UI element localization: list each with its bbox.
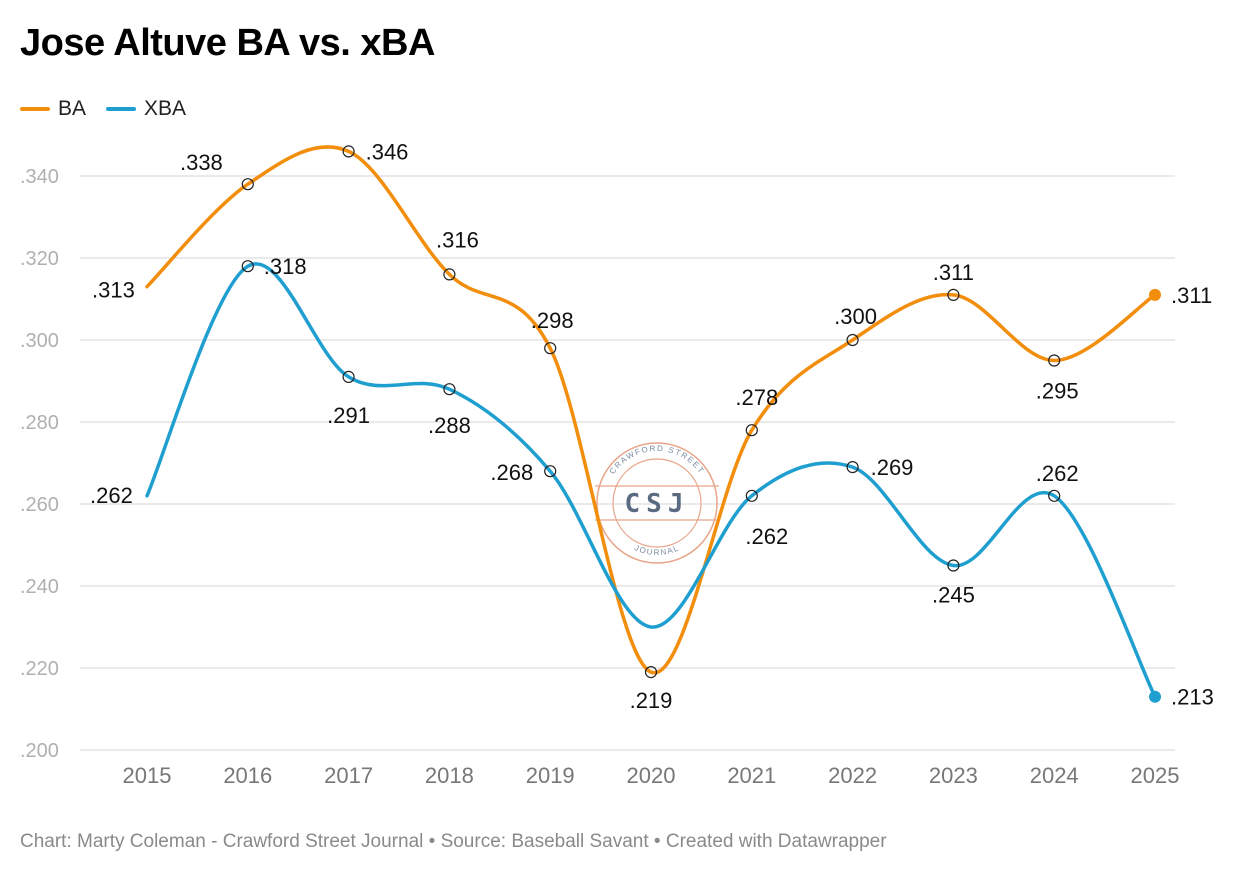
data-point-xba — [1149, 690, 1161, 703]
data-point-xba — [745, 489, 758, 502]
data-label-layer: .313 .338 .346 .316 .298 .219 .278 .300 .311 .295… — [90, 139, 1214, 713]
y-tick-label: .220 — [20, 658, 59, 680]
x-tick-label: 2018 — [425, 763, 474, 788]
x-tick-label: 2015 — [123, 763, 172, 788]
data-label-xba: .288 — [428, 413, 471, 438]
data-label-xba: .268 — [490, 460, 533, 485]
legend-swatch-xba — [106, 107, 137, 111]
legend-label-ba: BA — [58, 97, 87, 120]
data-point-ba — [644, 665, 658, 679]
data-point-ba — [342, 145, 355, 158]
chart-title: Jose Altuve BA vs. xBA — [20, 22, 435, 64]
data-label-ba: .313 — [92, 278, 135, 303]
data-label-ba: .311 — [933, 260, 974, 285]
legend-item-ba: BA — [20, 97, 86, 121]
x-tick-label: 2019 — [526, 763, 575, 788]
legend: BA XBA — [20, 97, 206, 121]
data-point-ba — [947, 288, 960, 301]
data-point-xba — [544, 465, 557, 478]
watermark-outer-ring — [596, 442, 718, 564]
data-label-ba: .298 — [531, 308, 574, 333]
watermark-logo: CRAWFORD STREET JOURNAL CSJ — [595, 442, 719, 564]
y-tick-label: .240 — [20, 576, 59, 598]
legend-item-xba: XBA — [106, 97, 186, 121]
data-point-ba — [1149, 288, 1161, 301]
data-label-ba: .295 — [1036, 379, 1079, 404]
data-point-ba — [1048, 354, 1061, 367]
watermark-bottom-text: JOURNAL — [633, 543, 681, 557]
series-line-xba — [145, 262, 1157, 699]
data-label-xba: .318 — [264, 254, 307, 279]
legend-swatch-ba — [20, 107, 50, 111]
data-label-ba: .311 — [1171, 283, 1212, 308]
data-point-xba — [443, 383, 456, 396]
y-tick-label: .320 — [20, 248, 59, 270]
data-label-ba: .316 — [436, 227, 479, 252]
watermark-center-text: CSJ — [625, 489, 690, 519]
data-point-xba — [241, 260, 254, 273]
y-tick-label: .260 — [20, 494, 59, 516]
data-label-ba: .300 — [834, 304, 877, 329]
y-tick-label: .200 — [20, 740, 59, 762]
data-label-ba: .219 — [630, 688, 673, 713]
data-point-ba — [443, 268, 456, 281]
data-point-xba — [846, 461, 859, 474]
data-label-xba: .213 — [1171, 685, 1214, 710]
y-tick-label: .300 — [20, 330, 59, 352]
x-tick-label: 2022 — [828, 763, 877, 788]
data-label-xba: .262 — [90, 483, 133, 508]
data-point-xba — [1048, 489, 1061, 502]
data-point-xba — [342, 370, 355, 383]
data-label-ba: .346 — [366, 139, 409, 164]
data-label-xba: .245 — [932, 583, 975, 608]
data-point-ba — [745, 424, 758, 437]
watermark-inner-ring — [612, 458, 702, 548]
x-tick-label: 2021 — [727, 763, 776, 788]
x-tick-label: 2024 — [1030, 763, 1079, 788]
y-tick-label: .340 — [20, 166, 59, 188]
grid-layer: .200 .220 .240 .260 .280 .300 .320 .340 2015 2016… — [20, 166, 1179, 788]
data-label-xba: .291 — [327, 403, 370, 428]
y-tick-label: .280 — [20, 412, 59, 434]
series-line-ba — [145, 145, 1157, 675]
data-label-xba: .262 — [1036, 461, 1079, 486]
data-point-ba — [846, 333, 859, 347]
data-point-ba — [544, 342, 557, 355]
x-tick-label: 2023 — [929, 763, 978, 788]
data-point-xba — [947, 559, 960, 572]
x-tick-label: 2020 — [627, 763, 676, 788]
series-layer — [145, 145, 1161, 703]
data-label-ba: .338 — [180, 150, 223, 175]
x-tick-label: 2016 — [223, 763, 272, 788]
data-label-ba: .278 — [735, 385, 778, 410]
legend-label-xba: XBA — [144, 97, 187, 120]
data-label-xba: .269 — [871, 455, 914, 480]
data-point-ba — [241, 178, 254, 191]
data-label-xba: .262 — [745, 524, 788, 549]
x-tick-label: 2017 — [324, 763, 373, 788]
watermark-top-text: CRAWFORD STREET — [608, 444, 707, 476]
chart-footer: Chart: Marty Coleman - Crawford Street J… — [20, 831, 887, 852]
x-tick-label: 2025 — [1131, 763, 1180, 788]
